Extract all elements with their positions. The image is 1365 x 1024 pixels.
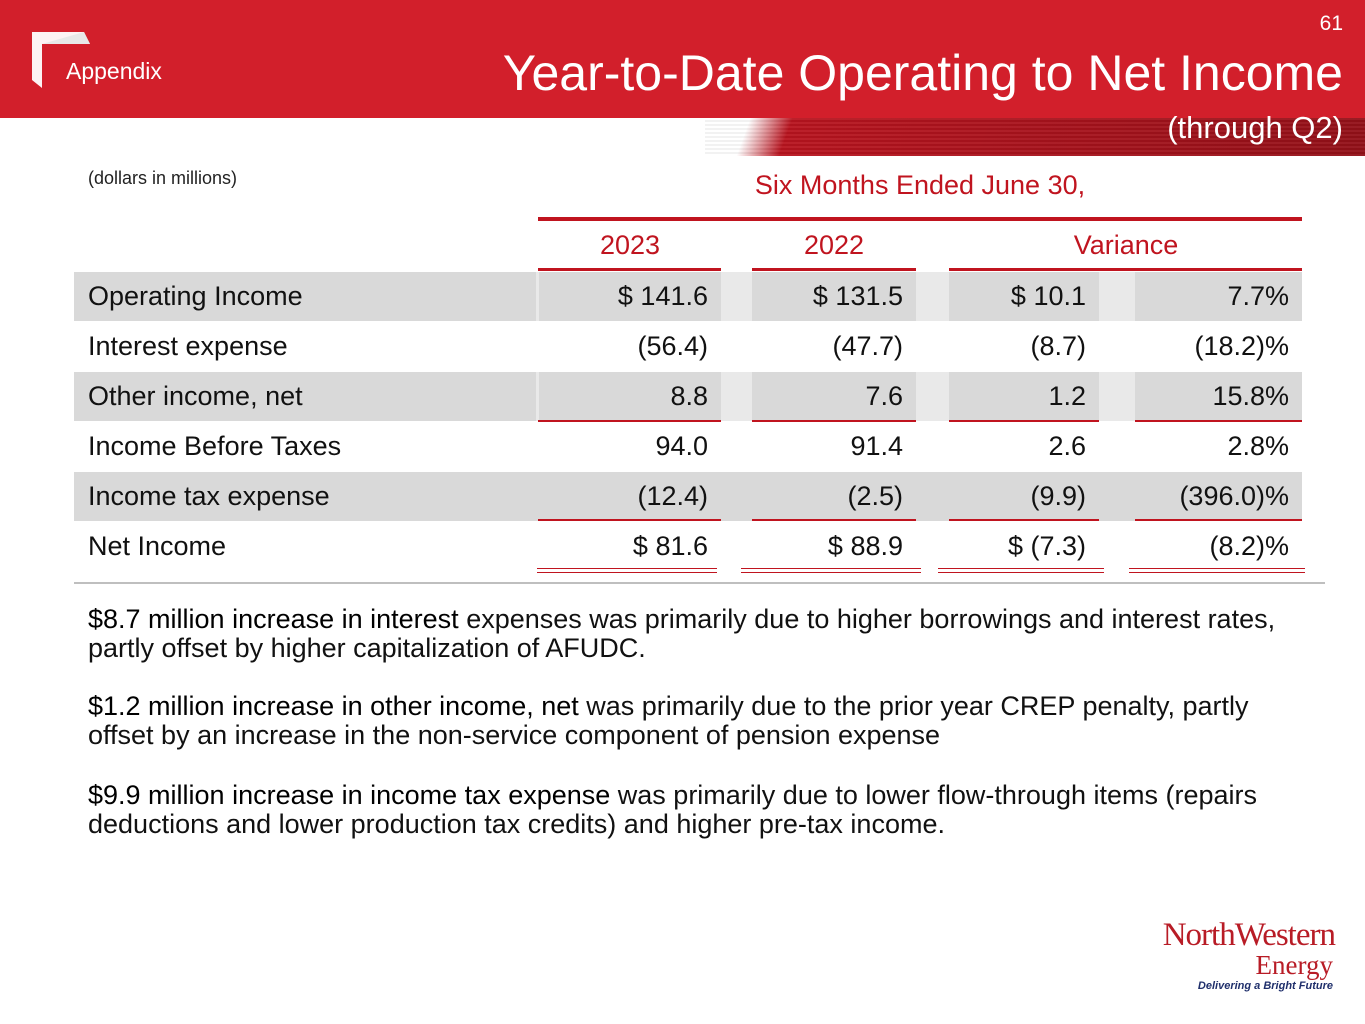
column-gap [916, 272, 949, 321]
company-logo: NorthWestern Energy Delivering a Bright … [1162, 917, 1336, 992]
column-header-variance: Variance [1073, 230, 1179, 260]
commentary-text: was primarily due to the prior year CREP… [88, 691, 1249, 750]
column-gap [1099, 372, 1135, 421]
cell-2022: (2.5) [847, 481, 903, 511]
period-rule [538, 217, 1302, 221]
commentary-text: was primarily due to lower flow-through … [88, 780, 1258, 839]
cell-2023: $ 141.6 [617, 281, 708, 311]
column-gap [721, 372, 752, 421]
cell-variance-percent: 2.8% [1227, 431, 1289, 461]
brand-tagline: Delivering a Bright Future [1197, 980, 1333, 992]
row-label-other-income: Other income, net [88, 381, 303, 411]
column-gap [536, 272, 539, 321]
column-header-2023: 2023 [599, 230, 661, 260]
period-header: Six Months Ended June 30, [754, 170, 1086, 200]
row-label-net-income: Net Income [88, 531, 227, 561]
header-texture-stripe [0, 118, 1365, 156]
cell-variance-amount: $ (7.3) [1007, 531, 1086, 561]
row-label-operating-income: Operating Income [88, 281, 303, 311]
header-underline [752, 268, 916, 271]
page-title: Year-to-Date Operating to Net Income [502, 45, 1343, 101]
commentary-interest: $8.7 million increase in interest expens… [88, 605, 1308, 663]
row-label-income-tax-expense: Income tax expense [88, 481, 330, 511]
subtotal-rule [538, 519, 721, 521]
cell-2023: (56.4) [637, 331, 708, 361]
commentary-lead: $8.7 million increase in interest [88, 604, 459, 634]
cell-variance-percent: (18.2)% [1194, 331, 1289, 361]
cell-2022: $ 88.9 [827, 531, 903, 561]
commentary-text: expenses was primarily due to higher bor… [88, 604, 1276, 663]
logo-corner-icon [32, 32, 90, 88]
units-note: (dollars in millions) [88, 168, 238, 188]
column-gap [916, 372, 949, 421]
cell-variance-amount: 2.6 [1048, 431, 1086, 461]
subtotal-rule [538, 420, 721, 422]
cell-2023: 94.0 [655, 431, 708, 461]
column-gap [1099, 272, 1135, 321]
header-underline [949, 268, 1302, 271]
page-subtitle: (through Q2) [1167, 110, 1343, 145]
subtotal-rule [949, 420, 1099, 422]
row-label-income-before-taxes: Income Before Taxes [88, 431, 342, 461]
table-bottom-rule [74, 582, 1325, 584]
cell-variance-amount: (9.9) [1030, 481, 1086, 511]
cell-variance-percent: (8.2)% [1209, 531, 1289, 561]
commentary-income-tax: $9.9 million increase in income tax expe… [88, 781, 1308, 839]
subtotal-rule [752, 420, 916, 422]
total-double-underline [537, 568, 717, 573]
commentary-other-income: $1.2 million increase in other income, n… [88, 692, 1308, 750]
cell-2023: 8.8 [670, 381, 708, 411]
column-gap [536, 372, 539, 421]
cell-variance-amount: 1.2 [1048, 381, 1086, 411]
cell-2022: $ 131.5 [812, 281, 903, 311]
cell-2022: (47.7) [832, 331, 903, 361]
cell-variance-percent: 15.8% [1212, 381, 1289, 411]
cell-variance-percent: (396.0)% [1179, 481, 1289, 511]
cell-2023: $ 81.6 [632, 531, 708, 561]
total-double-underline [741, 568, 921, 573]
table-row-shade [74, 372, 1302, 421]
cell-2023: (12.4) [637, 481, 708, 511]
subtotal-rule [752, 519, 916, 521]
header-band [0, 0, 1365, 118]
row-label-interest-expense: Interest expense [88, 331, 288, 361]
cell-2022: 7.6 [865, 381, 903, 411]
table-row-shade [74, 472, 1302, 521]
commentary-lead: $1.2 million increase in other income, n… [88, 691, 579, 721]
subtotal-rule [1135, 420, 1302, 422]
page-number: 61 [1319, 12, 1343, 35]
commentary-lead: $9.9 million increase in income tax expe… [88, 780, 611, 810]
cell-variance-amount: $ 10.1 [1010, 281, 1086, 311]
subtotal-rule [1135, 519, 1302, 521]
total-double-underline [1129, 568, 1305, 573]
column-gap [721, 272, 752, 321]
brand-name: NorthWestern [1162, 917, 1336, 953]
total-double-underline [938, 568, 1104, 573]
cell-variance-amount: (8.7) [1030, 331, 1086, 361]
table-row-shade [74, 272, 1302, 321]
subtotal-rule [949, 519, 1099, 521]
brand-sub: Energy [1255, 950, 1333, 980]
header-underline [538, 268, 721, 271]
cell-2022: 91.4 [850, 431, 903, 461]
cell-variance-percent: 7.7% [1227, 281, 1289, 311]
section-label: Appendix [66, 58, 162, 84]
column-header-2022: 2022 [803, 230, 865, 260]
